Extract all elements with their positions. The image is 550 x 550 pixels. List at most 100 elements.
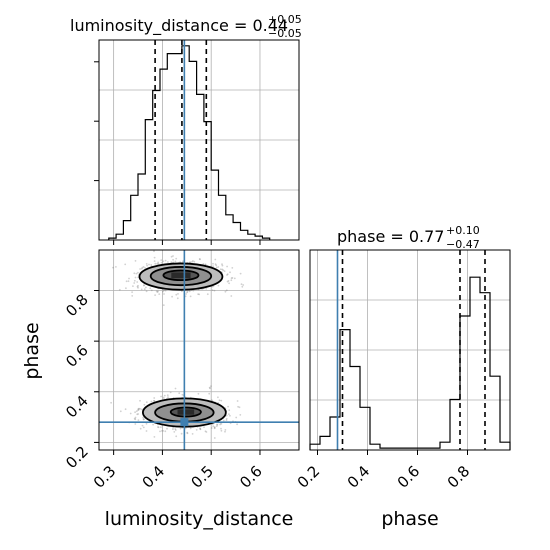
scatter-point — [136, 413, 139, 416]
scatter-point — [143, 288, 146, 291]
scatter-point — [142, 426, 145, 429]
scatter-point — [205, 287, 208, 290]
scatter-point — [159, 430, 161, 433]
joint-xtick-label: 0.5 — [187, 462, 217, 492]
scatter-point — [197, 392, 200, 395]
scatter-point — [214, 258, 217, 261]
scatter-point — [175, 257, 178, 260]
scatter-point — [137, 286, 139, 289]
scatter-point — [189, 427, 192, 430]
scatter-point — [241, 285, 244, 288]
scatter-point — [153, 397, 156, 399]
phase-hist-title: phase = 0.77 — [337, 227, 444, 246]
scatter-point — [236, 423, 239, 426]
scatter-point — [153, 260, 156, 262]
scatter-point — [137, 419, 140, 421]
lum-hist-title-lower-error: −0.05 — [268, 27, 302, 40]
scatter-point — [137, 409, 139, 411]
scatter-point — [164, 259, 167, 262]
scatter-point — [204, 430, 207, 433]
scatter-point — [236, 400, 239, 402]
scatter-point — [112, 266, 114, 269]
joint-density-panel: 0.2 0.4 0.6 0.8 0.3 0.4 0.5 0.6 — [62, 249, 300, 492]
joint-ytick-label: 0.6 — [62, 341, 92, 371]
scatter-point — [142, 418, 145, 421]
scatter-point — [217, 396, 219, 399]
phase-hist-title-lower-error: −0.47 — [446, 238, 480, 251]
scatter-point — [230, 277, 233, 279]
scatter-point — [217, 266, 220, 268]
scatter-point — [220, 423, 223, 425]
scatter-point — [154, 294, 157, 296]
scatter-point — [191, 433, 194, 435]
scatter-point — [204, 263, 207, 266]
scatter-point — [213, 437, 216, 439]
scatter-point — [169, 391, 172, 394]
scatter-point — [227, 280, 230, 282]
scatter-point — [160, 395, 163, 398]
scatter-point — [225, 414, 228, 417]
scatter-point — [239, 272, 242, 275]
scatter-point — [141, 266, 144, 269]
scatter-point — [162, 396, 165, 399]
joint-xtick-label: 0.6 — [236, 462, 266, 492]
scatter-point — [145, 263, 148, 265]
joint-ytick-label: 0.2 — [62, 443, 92, 473]
joint-xtick-label: 0.3 — [90, 462, 120, 492]
scatter-point — [139, 268, 142, 270]
scatter-point — [213, 427, 216, 430]
scatter-point — [134, 423, 137, 425]
scatter-point — [229, 271, 231, 274]
scatter-point — [221, 264, 224, 267]
scatter-point — [137, 271, 139, 274]
scatter-point — [227, 405, 230, 408]
scatter-point — [142, 266, 145, 268]
scatter-point — [124, 263, 127, 266]
scatter-point — [222, 419, 225, 422]
scatter-point — [233, 277, 236, 280]
scatter-point — [230, 295, 233, 297]
scatter-point — [142, 416, 145, 419]
scatter-point — [127, 280, 130, 283]
scatter-point — [170, 261, 173, 264]
scatter-point — [214, 263, 217, 266]
scatter-point — [153, 256, 156, 259]
scatter-point — [137, 284, 139, 287]
scatter-point — [115, 266, 117, 268]
scatter-point — [153, 250, 155, 253]
scatter-point — [235, 416, 238, 419]
scatter-point — [145, 430, 148, 432]
scatter-point — [189, 261, 192, 264]
lum-hist-title: luminosity_distance = 0.44 — [70, 16, 288, 36]
scatter-point — [145, 401, 148, 404]
scatter-point — [139, 427, 142, 430]
scatter-point — [174, 260, 177, 263]
scatter-point — [166, 427, 168, 430]
scatter-point — [203, 426, 205, 428]
scatter-point — [221, 263, 223, 266]
scatter-point — [133, 279, 136, 282]
scatter-point — [215, 266, 218, 269]
scatter-point — [153, 436, 156, 438]
scatter-point — [225, 419, 228, 421]
scatter-point — [157, 261, 160, 264]
scatter-point — [143, 284, 145, 287]
scatter-point — [226, 280, 229, 283]
scatter-point — [228, 282, 231, 285]
scatter-point — [167, 396, 169, 398]
phase-hist-step-line — [309, 276, 511, 450]
scatter-point — [228, 413, 230, 416]
scatter-point — [140, 267, 143, 270]
scatter-point — [212, 285, 215, 288]
scatter-point — [129, 412, 132, 415]
scatter-point — [195, 429, 198, 431]
scatter-point — [219, 268, 222, 271]
scatter-point — [213, 426, 216, 429]
phase-hist-xtick-label: 0.2 — [294, 462, 324, 492]
scatter-point — [177, 293, 179, 295]
scatter-point — [158, 293, 161, 295]
scatter-point — [143, 403, 146, 406]
scatter-point — [228, 409, 231, 412]
scatter-point — [217, 284, 220, 287]
lum-hist-frame — [98, 39, 300, 241]
